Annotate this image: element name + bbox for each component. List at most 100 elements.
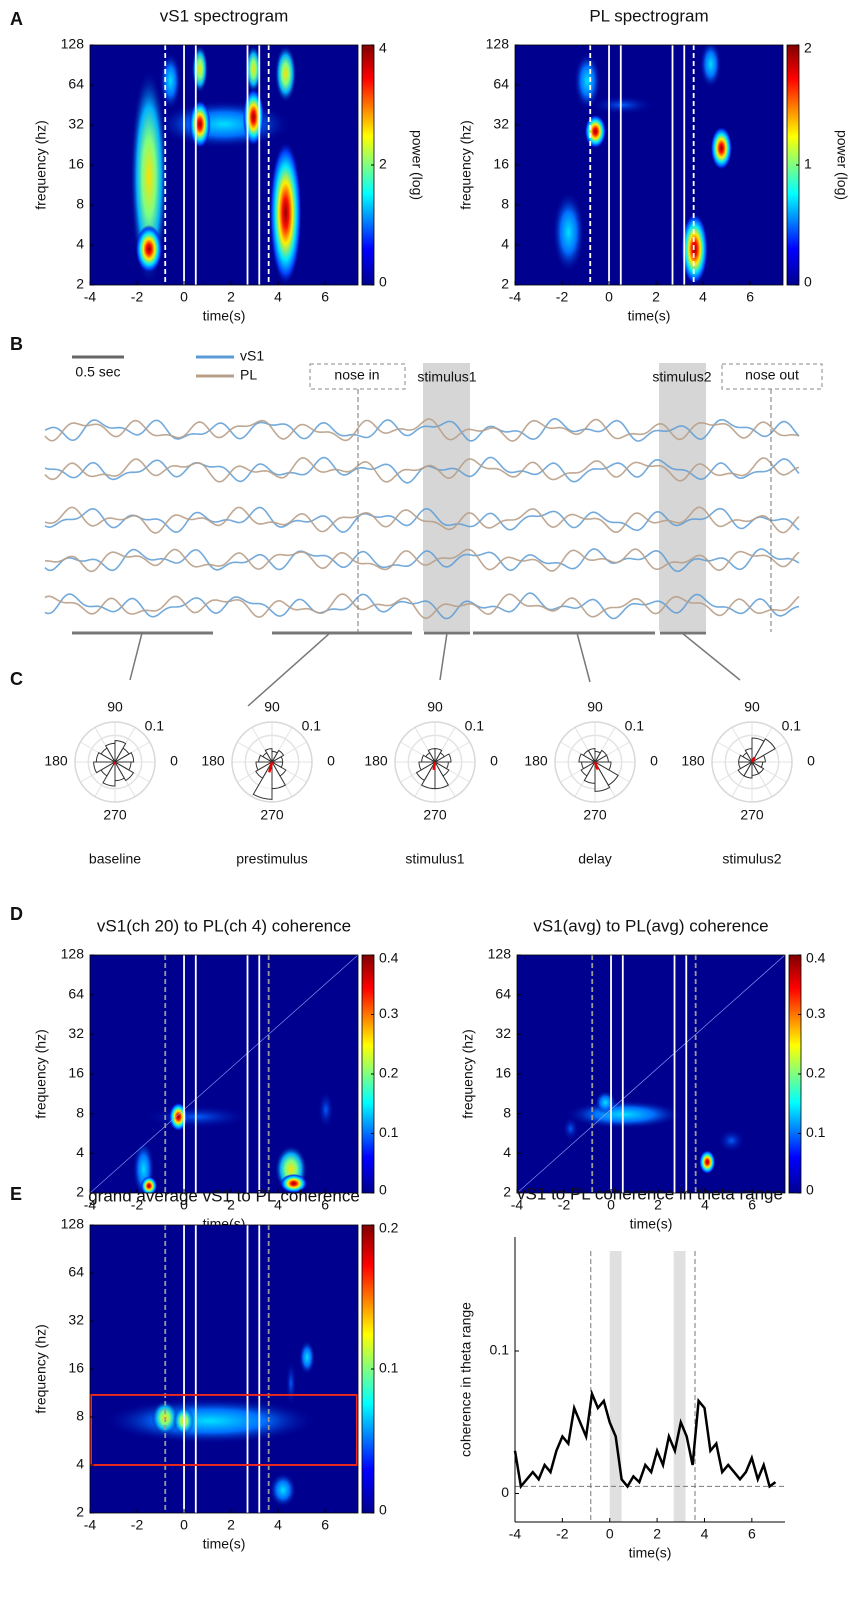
theta-tick-label: 90 xyxy=(427,699,443,715)
y-tick-label: 64 xyxy=(68,1264,84,1280)
trace xyxy=(44,548,800,573)
theta-tick-label: 0 xyxy=(650,753,658,769)
rose-title: stimulus1 xyxy=(405,851,464,867)
r-tick-label: 0.1 xyxy=(625,717,645,733)
polar-outer xyxy=(394,721,476,803)
y-tick-label: 8 xyxy=(76,1408,84,1424)
y-axis-label: coherence in theta range xyxy=(458,1302,474,1457)
panel-label: C xyxy=(10,669,23,689)
chart-title: vS1 spectrogram xyxy=(160,6,289,25)
trace xyxy=(44,506,800,534)
stimulus-band xyxy=(423,363,470,631)
heatmap-blob xyxy=(573,52,601,110)
colorbar-tick-label: 0 xyxy=(379,1182,387,1198)
rose-petal xyxy=(102,760,116,787)
connector xyxy=(439,632,448,681)
trace xyxy=(44,456,800,483)
x-tick-label: -4 xyxy=(84,289,97,305)
colorbar-tick-label: 0 xyxy=(379,274,387,290)
x-tick-label: -2 xyxy=(558,1197,571,1213)
panel-label: B xyxy=(10,334,23,354)
colorbar-tick-label: 0.1 xyxy=(379,1124,399,1140)
heatmap-blob xyxy=(269,1472,297,1508)
r-tick-label: 0.1 xyxy=(465,717,485,733)
heatmap-blob xyxy=(143,1104,251,1129)
x-tick-label: 2 xyxy=(654,1197,662,1213)
y-tick-label: 0.1 xyxy=(490,1342,510,1358)
heatmap-blob xyxy=(584,114,607,149)
y-tick-label: 16 xyxy=(493,156,509,172)
x-axis-label: time(s) xyxy=(629,1545,672,1561)
heatmap-blob xyxy=(274,45,297,103)
y-tick-label: 64 xyxy=(495,985,511,1001)
colorbar-tick-label: 0.4 xyxy=(806,950,826,966)
colorbar-tick-label: 0.3 xyxy=(379,1005,399,1021)
colorbar-tick-label: 0.1 xyxy=(379,1360,399,1376)
y-tick-label: 8 xyxy=(501,196,509,212)
colorbar-tick-label: 1 xyxy=(804,156,812,172)
heatmap-blob xyxy=(169,1102,188,1132)
heatmap-blob xyxy=(299,1340,316,1375)
x-tick-label: 6 xyxy=(321,289,329,305)
y-tick-label: 128 xyxy=(61,946,85,962)
annotation-box xyxy=(309,363,406,390)
polar-ring xyxy=(724,734,780,790)
colorbar-tick-label: 2 xyxy=(804,40,812,56)
heatmap-blob xyxy=(594,1090,617,1115)
x-axis-label: time(s) xyxy=(203,308,246,324)
rose-petal xyxy=(750,761,764,769)
rose-petal xyxy=(750,738,776,764)
trace xyxy=(44,418,800,442)
y-tick-label: 32 xyxy=(495,1025,511,1041)
connector xyxy=(576,632,591,683)
connector xyxy=(129,632,143,681)
chart-title: vS1 to PL coherence in theta range xyxy=(517,1184,783,1203)
x-tick-label: -4 xyxy=(509,289,522,305)
theta-tick-label: 270 xyxy=(103,807,127,823)
heatmap-blob xyxy=(699,1150,716,1174)
x-tick-label: 4 xyxy=(701,1197,709,1213)
colorbar-tick-label: 0.2 xyxy=(379,1065,399,1081)
heatmap-background xyxy=(90,1225,358,1513)
trace xyxy=(44,506,800,534)
rose-title: delay xyxy=(578,851,611,867)
chart-title: PL spectrogram xyxy=(589,6,708,25)
y-tick-label: 2 xyxy=(503,1184,511,1200)
y-tick-label: 128 xyxy=(61,1216,85,1232)
y-tick-label: 0 xyxy=(501,1484,509,1500)
rose-title: baseline xyxy=(89,851,141,867)
y-tick-label: 64 xyxy=(68,76,84,92)
x-tick-label: 2 xyxy=(653,1526,661,1542)
theta-tick-label: 0 xyxy=(807,753,815,769)
y-tick-label: 8 xyxy=(76,1104,84,1120)
heatmap-blob xyxy=(565,1100,684,1129)
colorbar-tick-label: 0 xyxy=(379,1502,387,1518)
theta-tick-label: 0 xyxy=(170,753,178,769)
stimulus-band xyxy=(609,1251,622,1522)
heatmap-blob xyxy=(103,1397,318,1444)
y-tick-label: 4 xyxy=(76,1144,84,1160)
y-tick-label: 32 xyxy=(68,1312,84,1328)
r-tick-label: 0.1 xyxy=(302,717,322,733)
stimulus-band xyxy=(659,363,706,631)
panel-label: E xyxy=(10,1184,22,1204)
polar-ring xyxy=(87,734,143,790)
legend-label: PL xyxy=(240,367,257,383)
x-tick-label: -4 xyxy=(84,1517,97,1533)
theta-tick-label: 0 xyxy=(490,753,498,769)
annotation: nose out xyxy=(745,367,799,383)
rose-petal xyxy=(433,760,450,777)
x-tick-label: -2 xyxy=(131,1517,144,1533)
y-tick-label: 128 xyxy=(61,36,85,52)
x-axis-label: time(s) xyxy=(203,1536,246,1552)
y-axis-label: frequency (hz) xyxy=(33,1324,49,1413)
chart-title: vS1(ch 20) to PL(ch 4) coherence xyxy=(97,916,351,935)
x-tick-label: 2 xyxy=(652,289,660,305)
x-tick-label: 2 xyxy=(227,289,235,305)
colorbar-label: power (log) xyxy=(834,130,850,200)
heatmap-blob xyxy=(699,45,722,89)
colorbar-label: power (log) xyxy=(409,130,425,200)
y-tick-label: 64 xyxy=(68,985,84,1001)
mean-vector xyxy=(268,761,274,773)
heatmap xyxy=(90,955,358,1193)
